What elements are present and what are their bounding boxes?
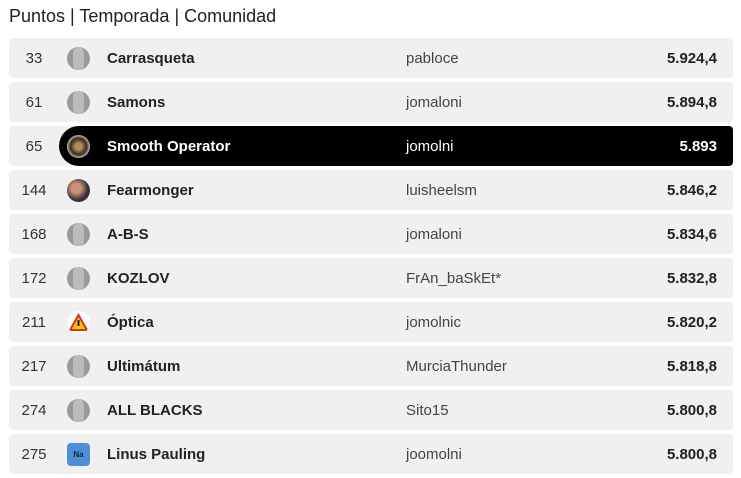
- team-name[interactable]: Ultimátum: [107, 357, 181, 375]
- team-name[interactable]: Fearmonger: [107, 181, 194, 199]
- ranking-list: 33 Carrasqueta pabloce 5.924,4 61 Samons jomal…: [9, 38, 733, 478]
- points: 5.800,8: [666, 445, 717, 463]
- rank: 172: [21, 269, 47, 287]
- team-name[interactable]: Samons: [107, 93, 166, 111]
- ranking-row[interactable]: 275 Na Linus Pauling joomolni 5.800,8: [9, 434, 733, 474]
- team-entry[interactable]: ALL BLACKS Sito15 5.800,8: [59, 390, 733, 430]
- points: 5.818,8: [666, 357, 717, 375]
- points: 5.924,4: [666, 49, 717, 67]
- team-name[interactable]: Óptica: [107, 313, 154, 331]
- team-entry[interactable]: KOZLOV FrAn_baSkEt* 5.832,8: [59, 258, 733, 298]
- ranking-row[interactable]: 172 KOZLOV FrAn_baSkEt* 5.832,8: [9, 258, 733, 298]
- team-avatar-icon: [67, 178, 90, 202]
- rank: 33: [25, 49, 43, 67]
- manager-username[interactable]: FrAn_baSkEt*: [406, 269, 502, 287]
- ranking-row[interactable]: 33 Carrasqueta pabloce 5.924,4: [9, 38, 733, 78]
- page-title[interactable]: Puntos | Temporada | Comunidad: [9, 6, 277, 26]
- manager-username[interactable]: joomolni: [406, 445, 462, 463]
- points: 5.800,8: [666, 401, 717, 419]
- team-name[interactable]: KOZLOV: [107, 269, 170, 287]
- ranking-row[interactable]: 217 Ultimátum MurciaThunder 5.818,8: [9, 346, 733, 386]
- points: 5.894,8: [666, 93, 717, 111]
- manager-username[interactable]: pabloce: [406, 49, 459, 67]
- team-entry[interactable]: Ultimátum MurciaThunder 5.818,8: [59, 346, 733, 386]
- ranking-row[interactable]: 274 ALL BLACKS Sito15 5.800,8: [9, 390, 733, 430]
- team-name[interactable]: A-B-S: [107, 225, 149, 243]
- team-avatar-icon: [67, 398, 90, 422]
- manager-username[interactable]: jomolni: [406, 137, 454, 155]
- team-avatar-icon: [67, 266, 90, 290]
- rank: 274: [21, 401, 47, 419]
- team-name[interactable]: Smooth Operator: [107, 137, 231, 155]
- team-entry[interactable]: Óptica jomolnic 5.820,2: [59, 302, 733, 342]
- ranking-row[interactable]: 211 Óptica jomolnic 5.820,2: [9, 302, 733, 342]
- rank: 168: [21, 225, 47, 243]
- rank: 211: [22, 313, 46, 331]
- manager-username[interactable]: luisheelsm: [406, 181, 477, 199]
- team-avatar-icon: [67, 354, 90, 378]
- manager-username[interactable]: jomaloni: [406, 93, 462, 111]
- ranking-row[interactable]: 144 Fearmonger luisheelsm 5.846,2: [9, 170, 733, 210]
- manager-username[interactable]: jomolnic: [406, 313, 462, 331]
- team-entry[interactable]: Na Linus Pauling joomolni 5.800,8: [59, 434, 733, 474]
- team-avatar-icon: [67, 90, 90, 114]
- team-entry[interactable]: Smooth Operator jomolni 5.893: [59, 126, 733, 166]
- ranking-row[interactable]: 61 Samons jomaloni 5.894,8: [9, 82, 733, 122]
- team-avatar-icon: [67, 222, 90, 246]
- team-avatar-icon: [67, 310, 90, 334]
- rank: 144: [21, 181, 47, 199]
- points: 5.820,2: [666, 313, 717, 331]
- rank: 65: [25, 137, 43, 155]
- team-avatar-icon: [67, 46, 90, 70]
- rank: 217: [21, 357, 47, 375]
- manager-username[interactable]: MurciaThunder: [406, 357, 507, 375]
- team-entry[interactable]: Fearmonger luisheelsm 5.846,2: [59, 170, 733, 210]
- team-avatar-icon: Na: [67, 442, 90, 466]
- team-name[interactable]: ALL BLACKS: [107, 401, 203, 419]
- ranking-row[interactable]: 168 A-B-S jomaloni 5.834,6: [9, 214, 733, 254]
- manager-username[interactable]: jomaloni: [406, 225, 462, 243]
- manager-username[interactable]: Sito15: [406, 401, 449, 419]
- rank: 275: [21, 445, 47, 463]
- points: 5.893: [679, 137, 717, 155]
- points: 5.832,8: [666, 269, 717, 287]
- team-avatar-icon: [67, 134, 90, 158]
- team-name[interactable]: Linus Pauling: [107, 445, 206, 463]
- avatar-label: Na: [73, 449, 84, 459]
- points: 5.834,6: [666, 225, 717, 243]
- team-entry[interactable]: A-B-S jomaloni 5.834,6: [59, 214, 733, 254]
- ranking-row-current-team[interactable]: 65 Smooth Operator jomolni 5.893: [9, 126, 733, 166]
- points: 5.846,2: [666, 181, 717, 199]
- team-entry[interactable]: Samons jomaloni 5.894,8: [59, 82, 733, 122]
- team-name[interactable]: Carrasqueta: [107, 49, 195, 67]
- team-entry[interactable]: Carrasqueta pabloce 5.924,4: [59, 38, 733, 78]
- rank: 61: [25, 93, 43, 111]
